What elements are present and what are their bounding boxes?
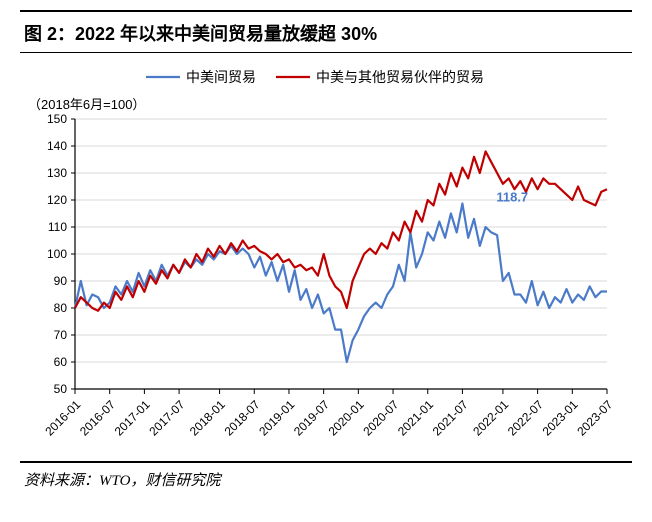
- svg-text:50: 50: [54, 382, 68, 396]
- svg-text:60: 60: [54, 355, 68, 369]
- svg-text:120: 120: [47, 193, 67, 207]
- bottom-rule: 资料来源：WTO，财信研究院: [20, 461, 632, 490]
- svg-text:130: 130: [47, 166, 67, 180]
- svg-text:110: 110: [48, 220, 67, 234]
- figure-source: 资料来源：WTO，财信研究院: [20, 473, 220, 489]
- svg-text:118.7: 118.7: [496, 190, 528, 205]
- svg-text:90: 90: [54, 274, 68, 288]
- svg-text:150: 150: [47, 112, 67, 126]
- figure-wrap: 图 2：2022 年以来中美间贸易量放缓超 30% 50 60 70 80 90 100 1…: [0, 0, 652, 522]
- svg-text:100: 100: [47, 247, 67, 261]
- figure-title: 图 2：2022 年以来中美间贸易量放缓超 30%: [24, 24, 377, 44]
- svg-text:（2018年6月=100）: （2018年6月=100）: [28, 97, 145, 112]
- chart-box: 50607080901001101201301401502016-012016-…: [20, 59, 632, 459]
- chart-svg: 50607080901001101201301401502016-012016-…: [20, 59, 632, 459]
- svg-text:140: 140: [47, 139, 67, 153]
- title-row: 图 2：2022 年以来中美间贸易量放缓超 30%: [20, 10, 632, 53]
- svg-text:中美间贸易: 中美间贸易: [186, 69, 256, 85]
- svg-text:80: 80: [54, 301, 68, 315]
- svg-text:中美与其他贸易伙伴的贸易: 中美与其他贸易伙伴的贸易: [316, 69, 484, 85]
- svg-text:70: 70: [54, 328, 68, 342]
